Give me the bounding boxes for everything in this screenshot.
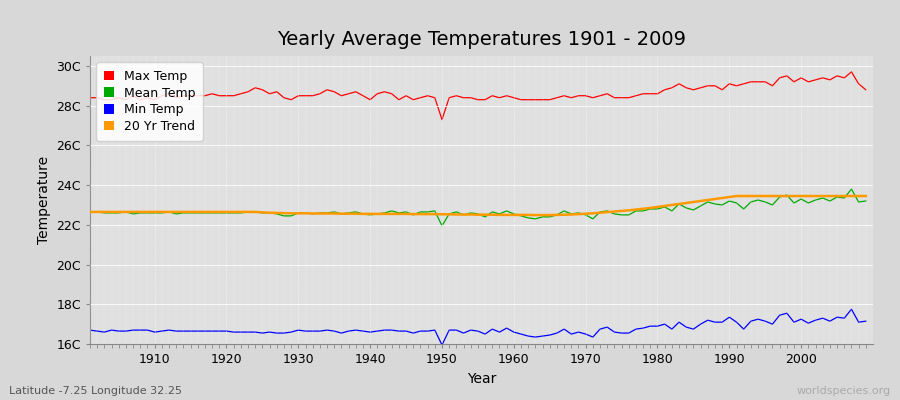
20 Yr Trend: [602, 210, 613, 214]
Max Temp: [860, 87, 871, 92]
Max Temp: [846, 70, 857, 74]
Mean Temp: [516, 214, 526, 218]
Mean Temp: [436, 224, 447, 228]
Max Temp: [602, 91, 613, 96]
Max Temp: [142, 95, 153, 100]
Mean Temp: [300, 210, 310, 215]
20 Yr Trend: [142, 210, 153, 214]
Max Temp: [508, 95, 519, 100]
Min Temp: [508, 330, 519, 334]
20 Yr Trend: [508, 212, 519, 217]
Line: 20 Yr Trend: 20 Yr Trend: [90, 196, 866, 215]
Min Temp: [860, 319, 871, 324]
Max Temp: [516, 97, 526, 102]
Max Temp: [343, 91, 354, 96]
Min Temp: [516, 332, 526, 336]
Line: Min Temp: Min Temp: [90, 309, 866, 345]
Mean Temp: [860, 198, 871, 203]
20 Yr Trend: [530, 213, 541, 218]
Y-axis label: Temperature: Temperature: [37, 156, 50, 244]
Mean Temp: [602, 208, 613, 213]
20 Yr Trend: [860, 194, 871, 198]
Mean Temp: [343, 210, 354, 215]
Legend: Max Temp, Mean Temp, Min Temp, 20 Yr Trend: Max Temp, Mean Temp, Min Temp, 20 Yr Tre…: [96, 62, 202, 140]
X-axis label: Year: Year: [467, 372, 496, 386]
20 Yr Trend: [343, 211, 354, 216]
Min Temp: [142, 328, 153, 332]
Line: Max Temp: Max Temp: [90, 72, 866, 120]
Min Temp: [436, 342, 447, 347]
20 Yr Trend: [501, 212, 512, 217]
Mean Temp: [142, 210, 153, 215]
Text: worldspecies.org: worldspecies.org: [796, 386, 891, 396]
20 Yr Trend: [300, 211, 310, 216]
Mean Temp: [846, 187, 857, 192]
Title: Yearly Average Temperatures 1901 - 2009: Yearly Average Temperatures 1901 - 2009: [277, 30, 686, 49]
Text: Latitude -7.25 Longitude 32.25: Latitude -7.25 Longitude 32.25: [9, 386, 182, 396]
Max Temp: [300, 93, 310, 98]
Min Temp: [846, 307, 857, 312]
Max Temp: [436, 117, 447, 122]
Mean Temp: [508, 212, 519, 216]
20 Yr Trend: [731, 194, 742, 198]
Min Temp: [602, 325, 613, 330]
Min Temp: [300, 329, 310, 334]
Min Temp: [343, 329, 354, 334]
Min Temp: [85, 328, 95, 332]
Max Temp: [85, 95, 95, 100]
20 Yr Trend: [85, 210, 95, 214]
Line: Mean Temp: Mean Temp: [90, 189, 866, 226]
Mean Temp: [85, 210, 95, 214]
